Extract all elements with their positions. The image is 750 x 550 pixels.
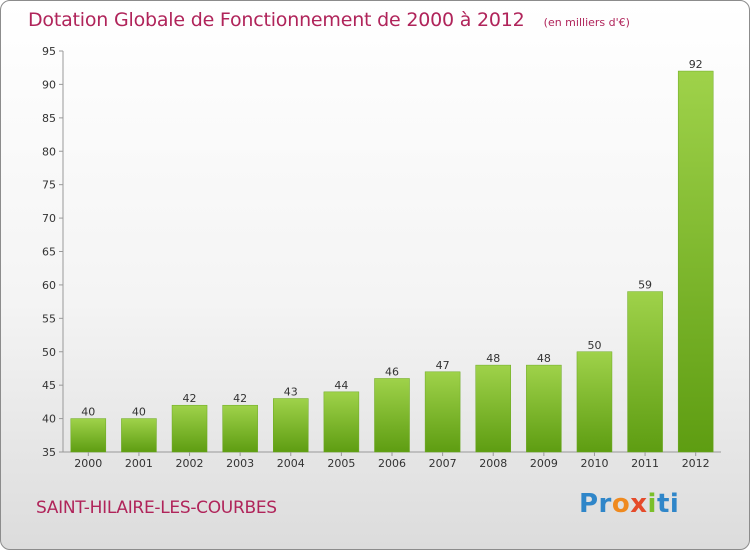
bar bbox=[576, 351, 613, 453]
bar-value-label: 44 bbox=[334, 379, 348, 392]
bar bbox=[70, 418, 107, 453]
bar bbox=[121, 418, 157, 453]
chart-subtitle: (en milliers d'€) bbox=[543, 16, 630, 29]
title-row: Dotation Globale de Fonctionnement de 20… bbox=[28, 9, 630, 31]
x-tick-label: 2000 bbox=[74, 457, 102, 470]
x-tick-label: 2009 bbox=[530, 457, 558, 470]
x-tick-label: 2003 bbox=[226, 457, 254, 470]
x-tick-label: 2007 bbox=[429, 457, 457, 470]
proxiti-logo: Proxiti bbox=[579, 489, 679, 519]
bar bbox=[475, 364, 511, 453]
bar-value-label: 48 bbox=[486, 352, 500, 365]
logo-part-5: ti bbox=[656, 489, 680, 519]
x-tick-label: 2002 bbox=[176, 457, 204, 470]
y-tick-label: 65 bbox=[42, 246, 56, 259]
x-tick-label: 2010 bbox=[580, 457, 608, 470]
x-tick-label: 2001 bbox=[125, 457, 153, 470]
y-tick-label: 90 bbox=[42, 78, 56, 91]
y-tick-label: 80 bbox=[42, 145, 56, 158]
bar-value-label: 47 bbox=[436, 359, 450, 372]
y-tick-label: 95 bbox=[42, 45, 56, 58]
logo-part-4: i bbox=[647, 489, 657, 519]
bar-value-label: 59 bbox=[638, 279, 652, 292]
x-tick-label: 2011 bbox=[631, 457, 659, 470]
y-tick-label: 85 bbox=[42, 112, 56, 125]
y-tick-label: 40 bbox=[42, 413, 56, 426]
logo-part-3: x bbox=[630, 489, 648, 519]
bar-value-label: 40 bbox=[81, 406, 95, 419]
bar bbox=[627, 291, 663, 453]
bar bbox=[526, 364, 562, 453]
y-tick-label: 75 bbox=[42, 179, 56, 192]
bar-value-label: 42 bbox=[183, 392, 197, 405]
bar bbox=[677, 70, 714, 453]
logo-part-2: o bbox=[611, 489, 631, 519]
x-tick-label: 2005 bbox=[327, 457, 355, 470]
y-tick-label: 50 bbox=[42, 346, 56, 359]
x-tick-label: 2004 bbox=[277, 457, 305, 470]
y-tick-label: 60 bbox=[42, 279, 56, 292]
bar-value-label: 42 bbox=[233, 392, 247, 405]
y-tick-label: 35 bbox=[42, 446, 56, 459]
bar-value-label: 50 bbox=[587, 339, 601, 352]
bar-value-label: 92 bbox=[689, 58, 703, 71]
logo-part-1: Pr bbox=[579, 489, 612, 519]
x-tick-label: 2012 bbox=[682, 457, 710, 470]
y-tick-label: 45 bbox=[42, 379, 56, 392]
bar bbox=[171, 404, 208, 453]
bar-value-label: 40 bbox=[132, 406, 146, 419]
bar bbox=[273, 398, 309, 453]
chart-title: Dotation Globale de Fonctionnement de 20… bbox=[28, 9, 525, 31]
y-tick-label: 55 bbox=[42, 312, 56, 325]
x-tick-label: 2008 bbox=[479, 457, 507, 470]
bar bbox=[222, 404, 258, 453]
y-tick-label: 70 bbox=[42, 212, 56, 225]
bar bbox=[424, 371, 461, 453]
bar bbox=[374, 378, 410, 453]
bar bbox=[323, 391, 360, 453]
commune-name: SAINT-HILAIRE-LES-COURBES bbox=[36, 498, 277, 518]
bar-value-label: 43 bbox=[284, 386, 298, 399]
x-tick-label: 2006 bbox=[378, 457, 406, 470]
bar-value-label: 48 bbox=[537, 352, 551, 365]
bar-value-label: 46 bbox=[385, 365, 399, 378]
